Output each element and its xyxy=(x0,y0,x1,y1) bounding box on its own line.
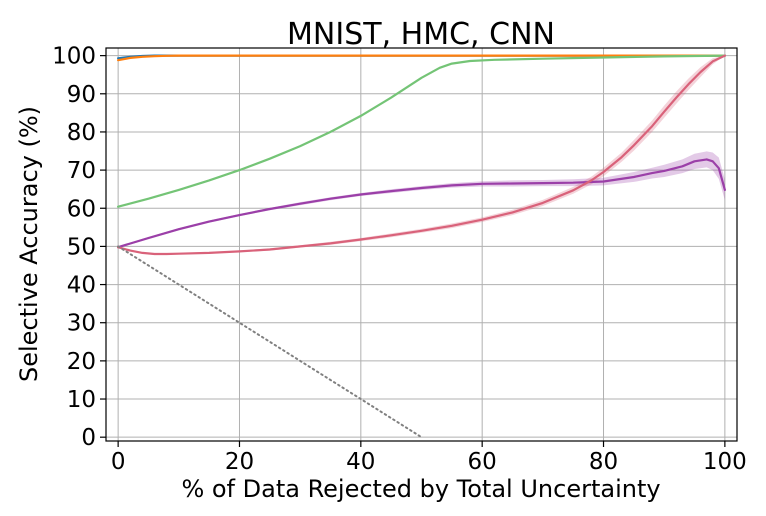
x-axis-label: % of Data Rejected by Total Uncertainty xyxy=(181,475,660,503)
y-tick-label: 40 xyxy=(67,273,96,299)
plot-frame xyxy=(105,47,738,442)
chart-title: MNIST, HMC, CNN xyxy=(287,17,555,52)
y-axis-label: Selective Accuracy (%) xyxy=(15,106,43,382)
series-5-band xyxy=(118,55,725,255)
y-tick-label: 90 xyxy=(67,82,96,108)
series-6-line xyxy=(117,245,423,439)
x-tick-label: 0 xyxy=(111,449,126,475)
series-4-line xyxy=(116,158,727,249)
x-tick-label: 60 xyxy=(468,449,497,475)
axis-ticks: 0 20 40 60 80 100 0 10 20 30 40 50 60 70 80 90 100 xyxy=(52,44,747,475)
y-tick-label: 80 xyxy=(67,120,96,146)
x-tick-label: 80 xyxy=(589,449,618,475)
y-tick-label: 50 xyxy=(67,234,96,260)
series-3-line xyxy=(116,54,727,208)
gridlines xyxy=(106,48,737,441)
y-tick-label: 0 xyxy=(81,425,96,451)
y-tick-label: 20 xyxy=(67,349,96,375)
series-2-line xyxy=(116,54,727,62)
y-tick-label: 60 xyxy=(67,196,96,222)
y-tick-label: 10 xyxy=(67,387,96,413)
series-lines xyxy=(116,54,727,439)
y-tick-label: 30 xyxy=(67,311,96,337)
x-tick-label: 20 xyxy=(225,449,254,475)
uncertainty-bands xyxy=(118,55,725,255)
series-4-band xyxy=(118,151,725,248)
x-tick-label: 100 xyxy=(703,449,747,475)
y-tick-label: 100 xyxy=(52,44,96,70)
x-tick-label: 40 xyxy=(346,449,375,475)
series-5-line xyxy=(116,54,727,256)
y-tick-label: 70 xyxy=(67,158,96,184)
